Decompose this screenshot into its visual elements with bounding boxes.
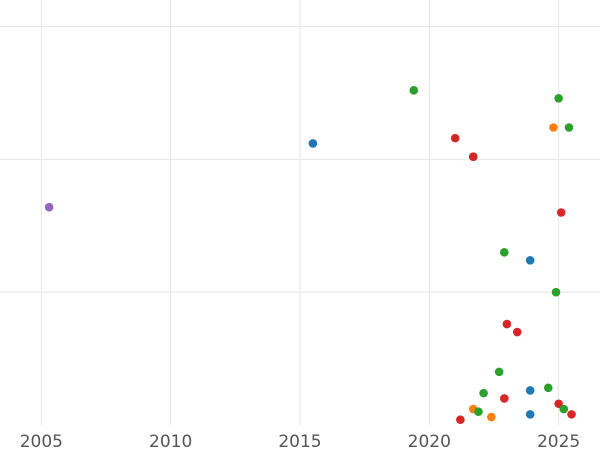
data-points xyxy=(44,86,576,424)
data-point-0 xyxy=(44,202,54,212)
data-point-14 xyxy=(502,319,512,329)
y-gridlines xyxy=(0,26,600,293)
data-point-18 xyxy=(525,410,535,419)
x-tick-label-3: 2020 xyxy=(408,432,451,450)
x-tick-label-4: 2025 xyxy=(537,432,580,450)
data-point-9 xyxy=(479,388,488,398)
data-point-23 xyxy=(554,399,563,409)
data-point-8 xyxy=(474,407,483,417)
data-point-15 xyxy=(512,327,522,337)
data-point-21 xyxy=(551,287,561,297)
data-point-22 xyxy=(554,93,563,103)
data-point-27 xyxy=(567,410,576,419)
x-tick-label-1: 2010 xyxy=(149,432,192,450)
x-gridlines xyxy=(40,0,560,425)
data-point-3 xyxy=(450,133,460,143)
data-point-1 xyxy=(308,139,318,148)
data-point-20 xyxy=(549,123,558,132)
data-point-25 xyxy=(559,404,569,414)
data-point-19 xyxy=(543,383,553,393)
data-point-5 xyxy=(468,152,478,162)
data-point-26 xyxy=(564,123,574,132)
data-point-12 xyxy=(500,394,509,403)
data-point-6 xyxy=(456,415,465,424)
data-point-10 xyxy=(487,412,496,422)
data-point-13 xyxy=(500,248,509,257)
data-point-2 xyxy=(409,86,419,95)
x-tick-label-2: 2015 xyxy=(278,432,321,450)
x-tick-labels: 2005 2010 2015 2020 2025 xyxy=(20,432,581,450)
x-tick-label-0: 2005 xyxy=(20,432,63,450)
data-point-24 xyxy=(556,208,566,217)
data-point-16 xyxy=(525,256,535,265)
data-point-11 xyxy=(494,367,504,377)
data-point-17 xyxy=(525,386,535,395)
